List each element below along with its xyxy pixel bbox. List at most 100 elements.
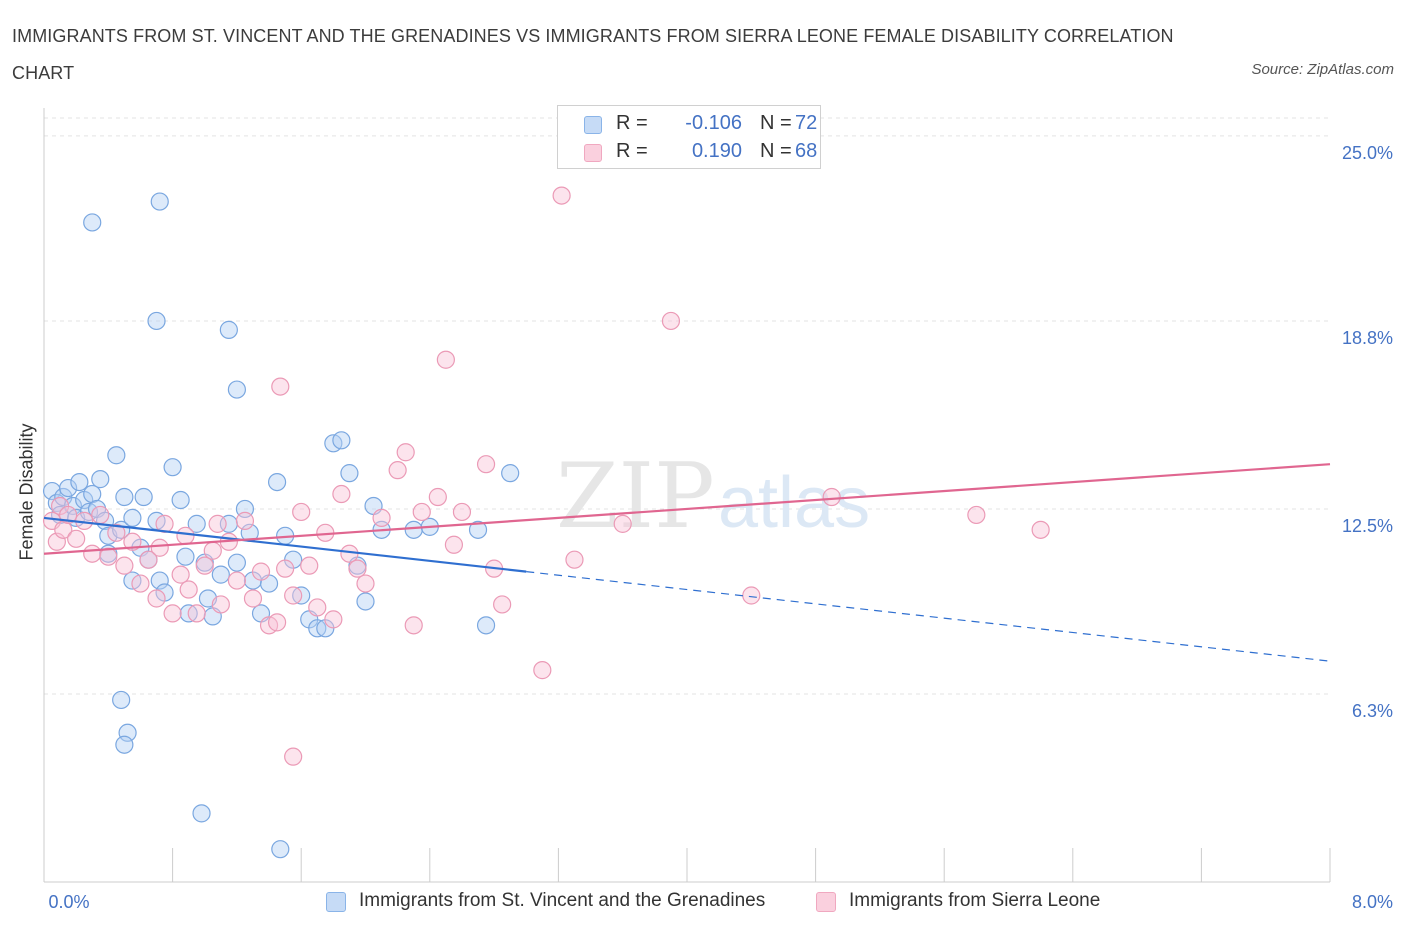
data-point-blue [476,616,496,635]
data-point-pink [332,484,351,504]
data-point-blue [332,431,351,450]
data-point-pink [300,556,319,575]
data-point-pink [107,523,126,542]
data-point-pink [243,589,263,608]
chart-title: IMMIGRANTS FROM ST. VINCENT AND THE GREN… [12,26,1174,83]
data-point-pink [967,505,986,525]
tick-labels: 6.3% 12.5% 18.8% 25.0% 0.0% 8.0% [48,143,1393,912]
data-point-pink [444,535,464,554]
data-point-pink [452,502,472,522]
data-point-blue [340,464,359,483]
legend-row-blue: R = -0.106 N = 72 [584,112,817,140]
data-point-pink [436,350,455,369]
data-point-pink [176,526,195,545]
legend-r-label: R = [616,140,648,162]
data-point-pink [147,589,166,608]
data-point-blue [112,690,131,710]
data-point-pink [340,544,359,563]
data-point-pink [356,574,375,593]
data-point-pink [195,556,214,575]
legend-swatch-blue [584,116,602,134]
data-point-pink [211,595,230,614]
data-point-pink [123,532,142,551]
data-point-blue [70,472,89,492]
data-point-pink [284,586,303,605]
data-point-blue [107,446,126,465]
data-point-pink [613,514,632,533]
data-point-blue [118,723,137,742]
data-point-blue [83,213,102,232]
data-point-pink [372,508,391,528]
legend-r-value-pink: 0.190 [691,140,742,162]
y-tick-label: 12.5% [1342,516,1393,536]
legend-n-value-blue: 72 [795,112,818,134]
data-point-pink [251,562,271,581]
trend-line-blue-extension [526,571,1331,662]
data-point-blue [227,380,246,399]
data-point-pink [276,559,295,578]
data-point-pink [150,538,169,557]
data-point-pink [324,610,343,629]
data-point-blue [404,520,423,539]
legend-row-pink: R = 0.190 N = 68 [584,140,817,168]
data-point-blue [219,320,238,339]
data-point-blue [192,804,211,823]
data-point-blue [163,458,182,477]
watermark-atlas: atlas [718,463,870,543]
data-point-pink [284,747,303,766]
bottom-legend-swatch-blue [326,892,346,912]
y-tick-label: 6.3% [1352,701,1393,721]
data-point-pink [292,502,311,522]
data-point-pink [67,529,86,548]
legend-n-label: N = [760,140,792,162]
data-point-blue [501,464,520,483]
data-point-pink [412,502,431,522]
trend-line-blue [43,516,527,573]
data-point-pink [661,311,681,331]
data-point-blue [211,565,230,584]
data-point-pink [742,586,761,605]
data-point-blue [115,487,134,507]
data-point-pink [822,487,841,507]
data-point-blue [187,514,206,533]
data-point-blue [176,547,195,566]
data-point-pink [203,541,222,560]
data-point-pink [91,505,110,525]
x-tick-label-min: 0.0% [48,892,89,912]
data-point-blue [227,553,246,572]
data-point-pink [131,574,150,593]
data-point-pink [565,550,584,569]
data-point-blue [150,571,169,590]
legend-swatch-pink [584,144,602,162]
legend-n-label: N = [760,112,792,134]
data-point-pink [396,443,415,462]
data-point-blue [123,508,142,528]
data-point-pink [267,613,287,632]
watermark: ZIP atlas [556,444,870,549]
x-tick-label-max: 8.0% [1352,892,1393,912]
data-point-blue [63,496,83,516]
data-point-pink [208,514,227,533]
data-point-pink [163,604,182,623]
data-point-blue [267,472,287,492]
data-point-pink [476,455,496,474]
data-point-pink [348,559,367,578]
data-point-pink [171,565,190,584]
series-pink-points [42,186,1050,766]
data-point-pink [271,377,290,396]
data-point-pink [139,550,158,569]
data-point-blue [115,735,134,754]
data-point-blue [356,592,375,611]
data-point-blue [134,487,153,507]
watermark-zip: ZIP [556,444,715,549]
bottom-legend-label-pink: Immigrants from Sierra Leone [849,890,1101,911]
data-point-blue [171,490,190,510]
data-point-pink [1031,520,1050,539]
data-point-pink [404,616,423,635]
data-point-pink [115,556,134,575]
data-point-pink [187,604,206,623]
legend-r-label: R = [616,112,648,134]
data-point-pink [388,461,407,480]
series-blue-points [42,192,520,859]
data-point-pink [552,186,571,205]
